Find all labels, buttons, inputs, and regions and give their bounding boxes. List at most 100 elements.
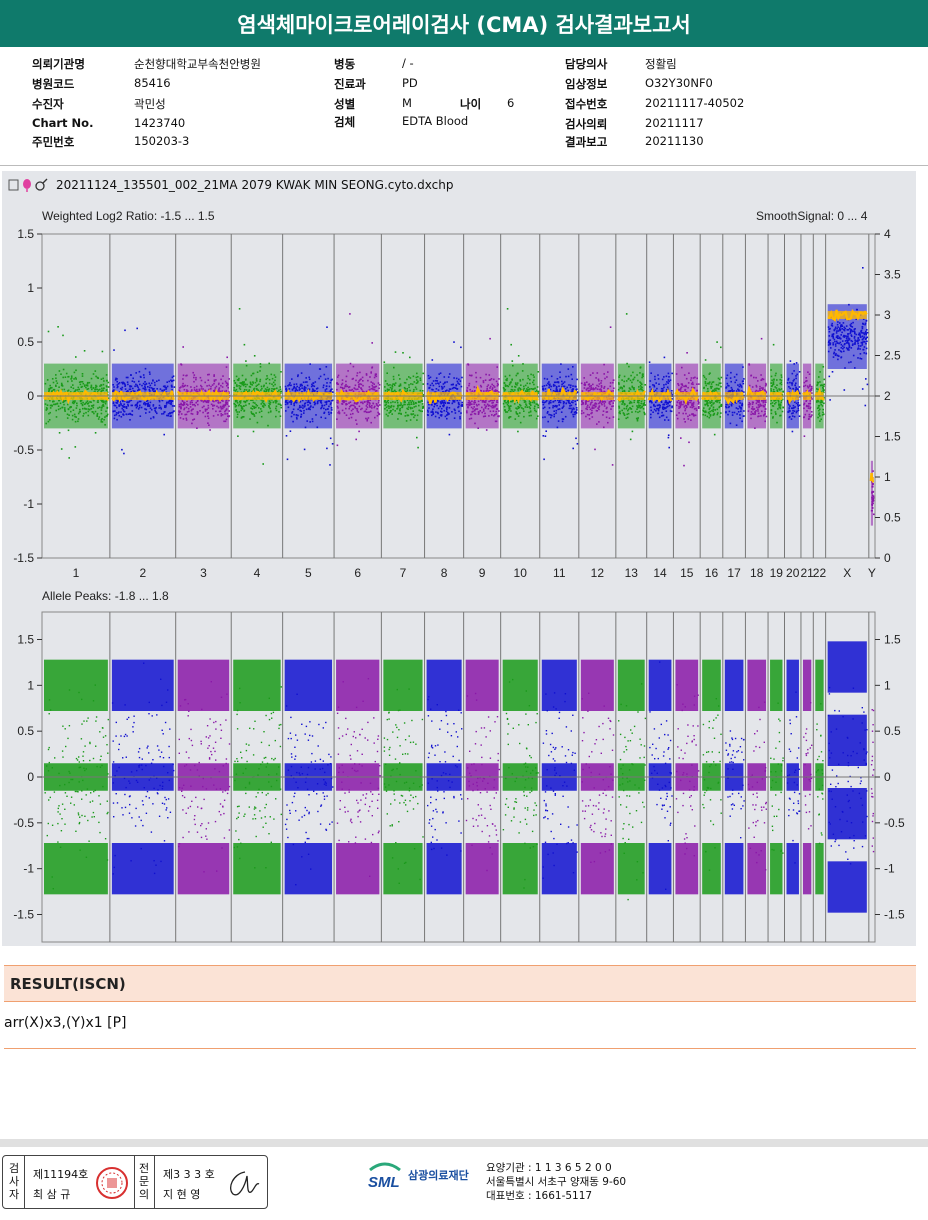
info-value: 1423740 <box>134 116 186 130</box>
info-value: PD <box>402 76 418 90</box>
result-divider <box>4 1048 916 1049</box>
chromosome-label: X <box>843 566 851 580</box>
sign-sep-1 <box>24 1156 25 1208</box>
allele-right-tick-label: -0.5 <box>884 816 905 830</box>
allele-right-tick-label: 1 <box>884 678 891 692</box>
specialist-number: 제3 3 3 호 <box>163 1168 215 1181</box>
info-key: 검체 <box>334 115 356 129</box>
y-tick-label: 0.5 <box>17 335 34 349</box>
info-key: 담당의사 <box>565 57 608 71</box>
info-value: EDTA Blood <box>402 114 469 128</box>
chart-filename: 20211124_135501_002_21MA 2079 KWAK MIN S… <box>56 178 454 192</box>
chromosome-label: 18 <box>750 566 764 580</box>
vertical-label-char: 자 <box>8 1188 20 1201</box>
chromosome-label: 14 <box>653 566 667 580</box>
footer-band <box>0 1139 928 1147</box>
info-key: 의뢰기관명 <box>32 57 85 71</box>
cma-chart: 20211124_135501_002_21MA 2079 KWAK MIN S… <box>2 171 916 946</box>
allele-left-tick-label: 1 <box>27 678 34 692</box>
info-key: 접수번호 <box>565 97 608 111</box>
chromosome-label: 15 <box>680 566 694 580</box>
org-name: 삼광의료재단 <box>408 1169 469 1182</box>
info-value: / - <box>402 56 414 70</box>
chromosome-label: Y <box>868 566 876 580</box>
chromosome-label: 1 <box>73 566 80 580</box>
info-value: O32Y30NF0 <box>645 76 713 90</box>
seal-stamp-icon <box>96 1167 128 1199</box>
y2-tick-label: 1 <box>884 470 891 484</box>
info-key: 성별 <box>334 97 356 111</box>
age-value: 6 <box>507 96 515 110</box>
y-tick-label: -1 <box>23 497 34 511</box>
allele-left-tick-label: 0.5 <box>17 724 34 738</box>
chromosome-label: 5 <box>305 566 312 580</box>
org-logo: SML 삼광의료재단 <box>366 1160 469 1190</box>
chromosome-label: 6 <box>354 566 361 580</box>
vertical-label-char: 문 <box>138 1175 150 1188</box>
result-heading: RESULT(ISCN) <box>4 965 916 1002</box>
chromosome-label: 12 <box>591 566 605 580</box>
info-key: 수진자 <box>32 97 64 111</box>
chromosome-label: 3 <box>200 566 207 580</box>
allele-right-tick-label: -1 <box>884 862 895 876</box>
smooth-signal-label: SmoothSignal: 0 ... 4 <box>756 209 868 223</box>
info-value: M <box>402 96 412 110</box>
chromosome-label: 20 <box>786 566 800 580</box>
y2-tick-label: 2.5 <box>884 349 901 363</box>
y2-tick-label: 0.5 <box>884 511 901 525</box>
chromosome-label: 10 <box>514 566 528 580</box>
chromosome-label: 7 <box>400 566 407 580</box>
result-iscn: arr(X)x3,(Y)x1 [P] <box>4 1015 127 1031</box>
y2-tick-label: 1.5 <box>884 430 901 444</box>
allele-left-tick-label: 1.5 <box>17 633 34 647</box>
y2-tick-label: 2 <box>884 389 891 403</box>
info-key: 주민번호 <box>32 135 75 149</box>
chromosome-label: 17 <box>727 566 741 580</box>
sign-sep-3 <box>154 1156 155 1208</box>
y-tick-label: 1.5 <box>17 227 34 241</box>
vertical-label-char: 의 <box>138 1188 150 1201</box>
info-key: 임상정보 <box>565 77 608 91</box>
y2-tick-label: 3 <box>884 308 891 322</box>
info-key: 검사의뢰 <box>565 117 608 131</box>
vertical-label-char: 사 <box>8 1175 20 1188</box>
y-tick-label: -1.5 <box>13 551 34 565</box>
y2-tick-label: 3.5 <box>884 268 901 282</box>
chromosome-label: 16 <box>705 566 719 580</box>
org-code: 요양기관 : 1 1 3 6 5 2 0 0 <box>486 1162 612 1174</box>
info-value: 정활림 <box>645 57 677 71</box>
info-value: 순천향대학교부속천안병원 <box>134 57 261 71</box>
age-label: 나이 <box>460 97 482 111</box>
header-divider <box>0 165 928 166</box>
specialist-name: 지 현 영 <box>163 1188 201 1201</box>
allele-left-tick-label: -1 <box>23 862 34 876</box>
info-key: 병원코드 <box>32 77 75 91</box>
chromosome-label: 22 <box>813 566 827 580</box>
info-key: 병동 <box>334 57 356 71</box>
info-key: Chart No. <box>32 116 94 130</box>
allele-right-tick-label: 0.5 <box>884 724 901 738</box>
info-value: 20211130 <box>645 134 704 148</box>
info-value: 20211117-40502 <box>645 96 745 110</box>
log2-ratio-label: Weighted Log2 Ratio: -1.5 ... 1.5 <box>42 209 215 223</box>
report-title: 염색체마이크로어레이검사 (CMA) 검사결과보고서 <box>0 0 928 47</box>
info-value: 150203-3 <box>134 134 190 148</box>
vertical-label-char: 검 <box>8 1162 20 1175</box>
chromosome-label: 4 <box>254 566 261 580</box>
info-value: 20211117 <box>645 116 704 130</box>
chromosome-label: 19 <box>770 566 784 580</box>
chromosome-label: 2 <box>139 566 146 580</box>
info-key: 결과보고 <box>565 135 608 149</box>
chart-plot-area: 1.5 1 0.5 0 -0.5 -1 -1.5 4 3.5 3 2.5 2 1.5 1 0.5 0 1.5 1.… <box>13 227 905 943</box>
sml-logo-icon: SML <box>368 1162 401 1190</box>
y2-tick-label: 4 <box>884 227 891 241</box>
patient-info-block: 의뢰기관명 순천향대학교부속천안병원 병원코드 85416 수진자 곽민성 Chart No… <box>0 52 928 162</box>
chromosome-label: 9 <box>479 566 486 580</box>
chromosome-label: 21 <box>800 566 814 580</box>
allele-left-tick-label: 0 <box>27 770 34 784</box>
org-phone: 대표번호 : 1661-5117 <box>486 1190 593 1202</box>
chromosome-label: 8 <box>441 566 448 580</box>
sex-symbols-icon <box>8 178 48 192</box>
